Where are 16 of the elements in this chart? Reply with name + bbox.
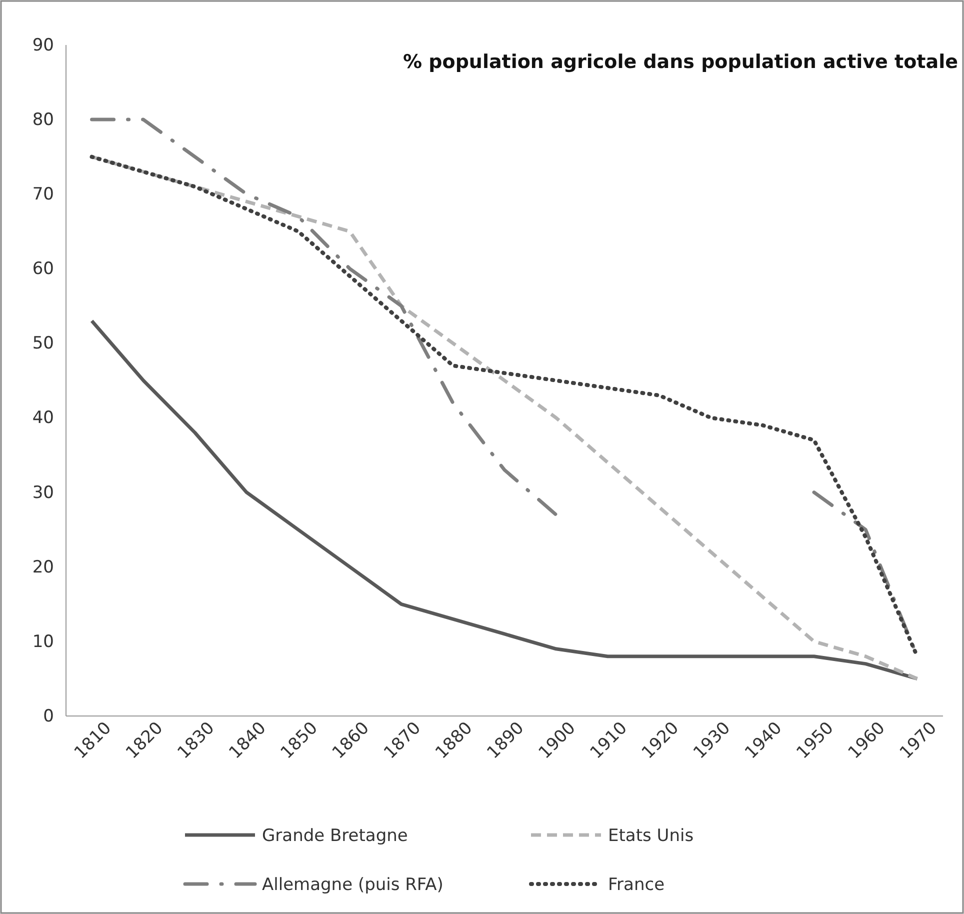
y-tick-label: 90: [32, 35, 54, 56]
y-tick-label: 0: [43, 706, 54, 726]
y-tick-label: 70: [32, 184, 54, 205]
y-tick-label: 50: [32, 334, 54, 354]
y-tick-label: 60: [32, 259, 54, 280]
y-tick-label: 80: [32, 110, 54, 130]
line-series: [90, 319, 919, 680]
y-tick-label: 10: [32, 632, 54, 652]
legend-label: France: [608, 875, 665, 895]
legend-label: Allemagne (puis RFA): [262, 875, 444, 895]
y-tick-label: 20: [32, 557, 54, 578]
legend-label: Grande Bretagne: [262, 826, 408, 846]
y-tick-label: 30: [32, 482, 54, 503]
legend-label: Etats Unis: [608, 826, 694, 846]
y-tick-label: 40: [32, 408, 54, 428]
chart-title: % population agricole dans population active totale: [403, 51, 958, 73]
